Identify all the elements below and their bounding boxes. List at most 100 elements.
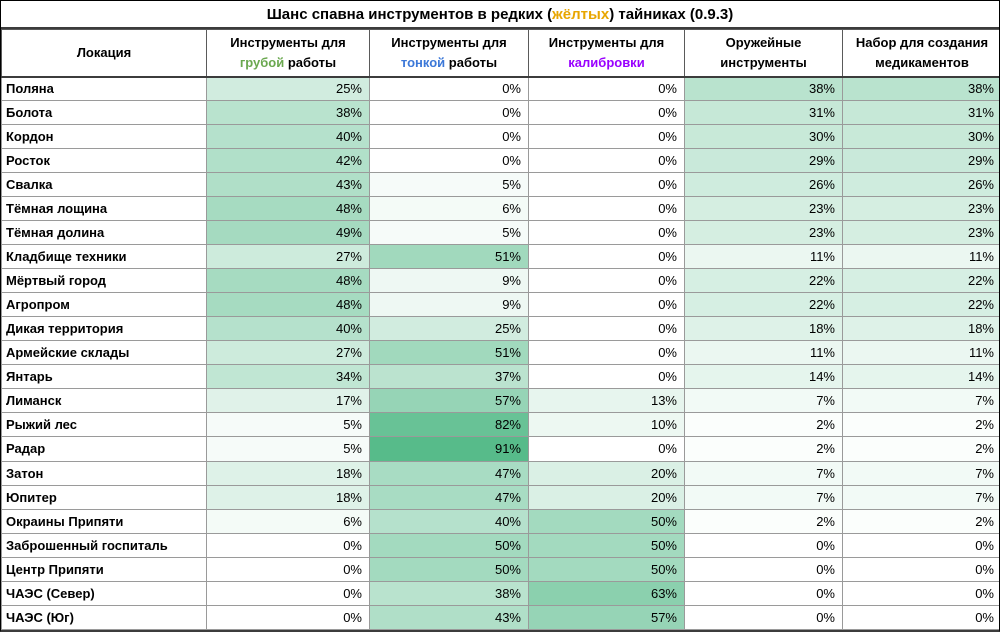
- value-cell: 23%: [842, 220, 999, 246]
- location-cell: Дикая территория: [1, 316, 207, 342]
- value-cell: 22%: [684, 292, 843, 318]
- value-cell: 11%: [842, 244, 999, 270]
- table-row: Мёртвый город 48% 9% 0% 22% 22%: [1, 268, 999, 294]
- header-row: Локация Инструменты для грубой работы Инст…: [1, 29, 999, 78]
- table-row: Агропром 48% 9% 0% 22% 22%: [1, 292, 999, 318]
- value-cell: 31%: [842, 100, 999, 126]
- location-cell: Поляна: [1, 75, 207, 102]
- location-cell: ЧАЭС (Север): [1, 580, 207, 606]
- value-cell: 18%: [842, 316, 999, 342]
- header-line2: медикаментов: [847, 53, 997, 73]
- table-row: Заброшенный госпиталь 0% 50% 50% 0% 0%: [1, 532, 999, 558]
- header-cell: Инструменты для тонкой работы: [369, 29, 529, 78]
- value-cell: 26%: [684, 172, 843, 198]
- value-cell: 9%: [369, 292, 529, 318]
- value-cell: 11%: [842, 340, 999, 366]
- value-cell: 30%: [842, 124, 999, 150]
- value-cell: 5%: [206, 436, 370, 462]
- location-cell: Росток: [1, 148, 207, 174]
- table-row: Радар 5% 91% 0% 2% 2%: [1, 436, 999, 462]
- table-row: Свалка 43% 5% 0% 26% 26%: [1, 172, 999, 198]
- table-row: Кордон 40% 0% 0% 30% 30%: [1, 124, 999, 150]
- value-cell: 14%: [684, 364, 843, 390]
- data-table: Локация Инструменты для грубой работы Инст…: [1, 29, 999, 630]
- value-cell: 0%: [842, 556, 999, 582]
- value-cell: 0%: [842, 580, 999, 606]
- header-line2: инструменты: [689, 53, 838, 73]
- value-cell: 38%: [842, 75, 999, 102]
- value-cell: 29%: [842, 148, 999, 174]
- location-cell: Болота: [1, 100, 207, 126]
- location-cell: Лиманск: [1, 388, 207, 414]
- value-cell: 26%: [842, 172, 999, 198]
- value-cell: 0%: [842, 532, 999, 558]
- location-cell: Армейские склады: [1, 340, 207, 366]
- value-cell: 22%: [842, 292, 999, 318]
- value-cell: 50%: [528, 532, 685, 558]
- value-cell: 0%: [528, 268, 685, 294]
- value-cell: 23%: [684, 220, 843, 246]
- value-cell: 51%: [369, 244, 529, 270]
- value-cell: 0%: [528, 340, 685, 366]
- value-cell: 0%: [206, 556, 370, 582]
- value-cell: 20%: [528, 460, 685, 486]
- value-cell: 18%: [206, 460, 370, 486]
- value-cell: 5%: [369, 172, 529, 198]
- header-cell: Инструменты для калибровки: [528, 29, 685, 78]
- header-line1: Инструменты для: [391, 34, 507, 50]
- value-cell: 7%: [842, 388, 999, 414]
- value-cell: 2%: [842, 412, 999, 438]
- location-cell: Свалка: [1, 172, 207, 198]
- table-row: Янтарь 34% 37% 0% 14% 14%: [1, 364, 999, 390]
- value-cell: 25%: [206, 75, 370, 102]
- value-cell: 42%: [206, 148, 370, 174]
- value-cell: 5%: [206, 412, 370, 438]
- value-cell: 0%: [369, 148, 529, 174]
- value-cell: 18%: [684, 316, 843, 342]
- location-cell: Центр Припяти: [1, 556, 207, 582]
- value-cell: 40%: [206, 316, 370, 342]
- value-cell: 0%: [528, 100, 685, 126]
- location-cell: Рыжий лес: [1, 412, 207, 438]
- value-cell: 31%: [684, 100, 843, 126]
- value-cell: 0%: [684, 604, 843, 630]
- value-cell: 0%: [206, 580, 370, 606]
- table-row: Центр Припяти 0% 50% 50% 0% 0%: [1, 556, 999, 582]
- location-cell: Мёртвый город: [1, 268, 207, 294]
- header-cell: Набор для создания медикаментов: [842, 29, 999, 78]
- table-row: Армейские склады 27% 51% 0% 11% 11%: [1, 340, 999, 366]
- title-text: Шанс спавна инструментов в редких (: [266, 5, 553, 23]
- value-cell: 2%: [684, 412, 843, 438]
- value-cell: 23%: [684, 196, 843, 222]
- value-cell: 6%: [369, 196, 529, 222]
- table-row: Затон 18% 47% 20% 7% 7%: [1, 460, 999, 486]
- table-row: Поляна 25% 0% 0% 38% 38%: [1, 75, 999, 102]
- value-cell: 38%: [369, 580, 529, 606]
- value-cell: 0%: [369, 75, 529, 102]
- header-cell: Оружейные инструменты: [684, 29, 843, 78]
- value-cell: 7%: [684, 460, 843, 486]
- value-cell: 0%: [369, 100, 529, 126]
- header-word: инструменты: [720, 54, 807, 70]
- value-cell: 7%: [842, 460, 999, 486]
- value-cell: 22%: [842, 268, 999, 294]
- header-line2: тонкой работы: [374, 53, 524, 73]
- value-cell: 0%: [528, 75, 685, 102]
- location-cell: Агропром: [1, 292, 207, 318]
- value-cell: 11%: [684, 340, 843, 366]
- value-cell: 50%: [528, 556, 685, 582]
- location-cell: Тёмная долина: [1, 220, 207, 246]
- value-cell: 0%: [206, 604, 370, 630]
- value-cell: 50%: [369, 556, 529, 582]
- table-row: Кладбище техники 27% 51% 0% 11% 11%: [1, 244, 999, 270]
- table-row: Окраины Припяти 6% 40% 50% 2% 2%: [1, 508, 999, 534]
- table-row: Рыжий лес 5% 82% 10% 2% 2%: [1, 412, 999, 438]
- table-row: Болота 38% 0% 0% 31% 31%: [1, 100, 999, 126]
- value-cell: 5%: [369, 220, 529, 246]
- value-cell: 57%: [528, 604, 685, 630]
- location-cell: Заброшенный госпиталь: [1, 532, 207, 558]
- value-cell: 17%: [206, 388, 370, 414]
- header-accent-word: тонкой: [400, 54, 446, 70]
- header-line2: калибровки: [533, 53, 680, 73]
